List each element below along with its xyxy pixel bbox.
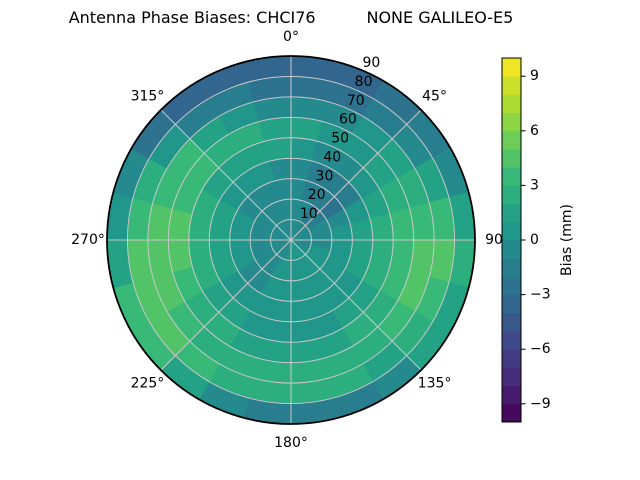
radial-tick-label: 20 — [308, 187, 326, 203]
radial-tick-label: 80 — [355, 74, 373, 90]
colorbar-band — [502, 185, 521, 204]
angle-tick-label: 180° — [274, 435, 308, 451]
polar-grid — [107, 56, 475, 424]
colorbar-tick-label: −9 — [530, 396, 551, 412]
polar-grid-spoke — [290, 239, 422, 371]
colorbar-tick-label: 0 — [530, 232, 539, 248]
colorbar-band — [502, 203, 521, 223]
polar-grid-spoke — [160, 239, 292, 371]
colorbar-band — [502, 312, 521, 332]
angle-tick-label: 135° — [418, 376, 452, 392]
radial-tick-label: 30 — [316, 168, 334, 184]
radial-tick-label: 40 — [323, 149, 341, 165]
colorbar: 9 6 3 0 −3 −6 −9 Bias (mm) — [501, 57, 575, 423]
angle-tick-label: 45° — [422, 88, 447, 104]
polar-grid-spoke — [290, 109, 422, 241]
contour-cell — [188, 239, 213, 267]
angle-tick-label: 315° — [131, 88, 165, 104]
colorbar-tick-label: 6 — [530, 123, 539, 139]
colorbar-band — [502, 349, 521, 368]
colorbar-band — [502, 58, 521, 77]
colorbar-band — [502, 403, 521, 423]
angle-tick-label: 90 — [485, 232, 503, 248]
radial-tick-label: 60 — [339, 112, 357, 128]
colorbar-band — [502, 331, 521, 350]
angle-tick-label: 0° — [283, 29, 299, 45]
angle-tick-labels: 0° 45° 90 135° 180° 225° 270° 315° — [71, 29, 503, 451]
colorbar-band — [502, 76, 521, 95]
radial-tick-label: 90 — [362, 55, 380, 71]
chart-title: Antenna Phase Biases: CHCI76 NONE GALILE… — [68, 8, 514, 27]
colorbar-band — [502, 130, 521, 150]
colorbar-tick-label: 3 — [530, 177, 539, 193]
radial-tick-label: 50 — [331, 131, 349, 147]
radial-tick-labels: 10 20 30 40 50 60 70 80 90 — [300, 55, 380, 222]
contour-cell — [369, 213, 394, 241]
colorbar-band — [502, 276, 521, 295]
angle-tick-label: 270° — [71, 232, 105, 248]
colorbar-band — [502, 240, 521, 259]
colorbar-band — [502, 294, 521, 314]
colorbar-tick-label: −3 — [530, 287, 551, 303]
radial-tick-label: 10 — [300, 206, 318, 222]
colorbar-band — [502, 385, 521, 405]
colorbar-tick-label: 9 — [530, 68, 539, 84]
colorbar-axis-label: Bias (mm) — [559, 204, 575, 276]
colorbar-band — [502, 112, 521, 132]
polar-outline — [106, 55, 476, 425]
colorbar-band — [502, 258, 521, 277]
contour-cell — [290, 318, 318, 343]
radial-tick-label: 70 — [347, 93, 365, 109]
colorbar-band — [502, 221, 521, 241]
contour-cell — [264, 137, 292, 162]
colorbar-band — [502, 94, 521, 113]
colorbar-band — [502, 367, 521, 386]
colorbar-band — [502, 167, 521, 186]
colorbar-tick-label: −6 — [530, 341, 551, 357]
colorbar-band — [502, 149, 521, 168]
angle-tick-label: 225° — [131, 376, 165, 392]
polar-grid-spoke — [160, 109, 292, 241]
